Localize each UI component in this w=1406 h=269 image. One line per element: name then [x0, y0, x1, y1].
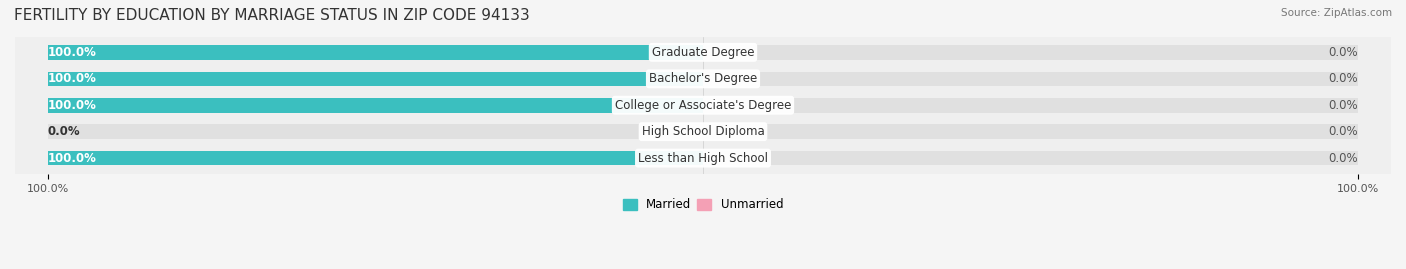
- Text: 0.0%: 0.0%: [1329, 72, 1358, 85]
- Bar: [48, 98, 703, 112]
- Bar: [48, 72, 703, 86]
- Bar: [703, 45, 1358, 60]
- Text: 100.0%: 100.0%: [48, 72, 97, 85]
- Bar: [703, 151, 1358, 165]
- Text: Graduate Degree: Graduate Degree: [652, 46, 754, 59]
- Text: Less than High School: Less than High School: [638, 152, 768, 165]
- Bar: [48, 124, 703, 139]
- Text: 100.0%: 100.0%: [48, 152, 97, 165]
- Text: 100.0%: 100.0%: [48, 99, 97, 112]
- Text: FERTILITY BY EDUCATION BY MARRIAGE STATUS IN ZIP CODE 94133: FERTILITY BY EDUCATION BY MARRIAGE STATU…: [14, 8, 530, 23]
- Bar: [48, 151, 703, 165]
- Bar: [48, 45, 703, 60]
- Text: College or Associate's Degree: College or Associate's Degree: [614, 99, 792, 112]
- Text: 0.0%: 0.0%: [1329, 152, 1358, 165]
- Text: 0.0%: 0.0%: [1329, 99, 1358, 112]
- Text: High School Diploma: High School Diploma: [641, 125, 765, 138]
- Bar: [48, 151, 703, 165]
- Bar: [703, 98, 1358, 112]
- Bar: [703, 124, 1358, 139]
- Text: Source: ZipAtlas.com: Source: ZipAtlas.com: [1281, 8, 1392, 18]
- Legend: Married, Unmarried: Married, Unmarried: [617, 194, 789, 216]
- Text: 100.0%: 100.0%: [48, 46, 97, 59]
- Text: Bachelor's Degree: Bachelor's Degree: [650, 72, 756, 85]
- Bar: [703, 72, 1358, 86]
- Bar: [48, 45, 703, 60]
- Text: 0.0%: 0.0%: [48, 125, 80, 138]
- Bar: [48, 98, 703, 112]
- Text: 0.0%: 0.0%: [1329, 125, 1358, 138]
- Bar: [48, 72, 703, 86]
- Text: 0.0%: 0.0%: [1329, 46, 1358, 59]
